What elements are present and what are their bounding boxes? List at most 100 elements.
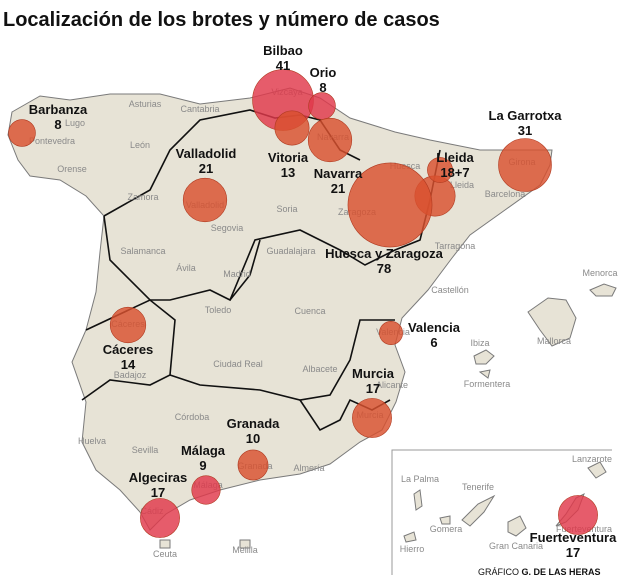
place-label: Córdoba <box>175 412 210 422</box>
tenerife <box>461 494 496 527</box>
outbreak-cases: 18+7 <box>440 165 469 180</box>
title: Localización de los brotes y número de c… <box>3 9 440 31</box>
outbreak-bubble <box>427 157 453 183</box>
place-label: Gran Canaria <box>489 541 543 551</box>
place-label: Segovia <box>211 223 244 233</box>
ceuta <box>159 539 171 549</box>
place-label: Huelva <box>78 436 106 446</box>
place-label: Madrid <box>223 269 251 279</box>
outbreak-cases: 41 <box>276 58 290 73</box>
place-label: Barcelona <box>485 189 526 199</box>
canarias-frame <box>391 449 612 575</box>
place-label: Salamanca <box>120 246 165 256</box>
place-label: Melilla <box>232 545 258 555</box>
outbreak-bubble <box>558 495 598 535</box>
place-label: La Palma <box>401 474 439 484</box>
place-label: Formentera <box>464 379 511 389</box>
place-label: Badajoz <box>114 370 147 380</box>
place-label: Ciudad Real <box>213 359 263 369</box>
outbreak-bubble <box>140 498 180 538</box>
formentera <box>478 369 491 379</box>
outbreak-cases: 6 <box>430 335 437 350</box>
outbreak-name: Huesca y Zaragoza <box>325 246 444 261</box>
outbreak-cases: 78 <box>377 261 391 276</box>
place-label: Soria <box>276 204 297 214</box>
outbreak-cases: 10 <box>246 431 260 446</box>
outbreak-name: Orio <box>310 65 337 80</box>
outbreak-cases: 31 <box>518 123 532 138</box>
outbreak-name: Algeciras <box>129 470 188 485</box>
place-label: Gomera <box>430 524 463 534</box>
place-label: Sevilla <box>132 445 159 455</box>
credit-prefix: GRÁFICO <box>478 567 519 577</box>
place-label: Menorca <box>582 268 617 278</box>
outbreak-name: Barbanza <box>29 102 88 117</box>
outbreak-bubble <box>347 162 433 248</box>
bubbles <box>8 69 598 538</box>
outbreak-name: Granada <box>227 416 281 431</box>
outbreak-cases: 21 <box>331 181 345 196</box>
outbreak-name: Vitoria <box>268 150 309 165</box>
place-label: Asturias <box>129 99 162 109</box>
outbreak-cases: 8 <box>54 117 61 132</box>
border <box>169 319 395 401</box>
outbreak-name: Málaga <box>181 443 226 458</box>
border <box>229 239 261 301</box>
outbreak-bubble <box>307 117 353 163</box>
melilla <box>239 539 251 549</box>
place-label: Lugo <box>65 118 85 128</box>
outbreak-bubble <box>379 321 403 345</box>
outbreak-bubble <box>274 110 310 146</box>
outbreak-name: Valencia <box>408 320 461 335</box>
outbreak-cases: 13 <box>281 165 295 180</box>
outbreak-cases: 21 <box>199 161 213 176</box>
mallorca <box>527 297 577 347</box>
place-label: Lleida <box>450 180 474 190</box>
place-label: Mallorca <box>537 336 571 346</box>
outbreak-name: Navarra <box>314 166 363 181</box>
outbreak-cases: 9 <box>199 458 206 473</box>
menorca <box>589 283 617 297</box>
place-label: Lanzarote <box>572 454 612 464</box>
outbreak-name: La Garrotxa <box>489 108 563 123</box>
place-label: Cantabria <box>180 104 219 114</box>
place-label: Toledo <box>205 305 232 315</box>
lanzarote <box>587 461 607 479</box>
place-label: Ávila <box>176 263 196 273</box>
outbreak-bubble <box>182 177 228 223</box>
outbreak-bubble <box>109 306 147 344</box>
outbreak-cases: 17 <box>151 485 165 500</box>
place-label: Tenerife <box>462 482 494 492</box>
la-palma <box>413 489 423 511</box>
place-label: Orense <box>57 164 87 174</box>
outbreak-bubble <box>237 449 269 481</box>
outbreak-cases: 17 <box>566 545 580 560</box>
outbreak-bubble <box>352 398 392 438</box>
outbreak-name: Valladolid <box>176 146 237 161</box>
place-label: Castellón <box>431 285 469 295</box>
place-label: Ibiza <box>470 338 489 348</box>
place-label: Cuenca <box>294 306 325 316</box>
place-label: Ceuta <box>153 549 177 559</box>
place-label: Hierro <box>400 544 425 554</box>
place-label: Albacete <box>302 364 337 374</box>
place-label: León <box>130 140 150 150</box>
place-label: Pontevedra <box>29 136 75 146</box>
outbreak-name: Fuerteventura <box>530 530 617 545</box>
border <box>103 149 441 302</box>
outbreak-name: Murcia <box>352 366 395 381</box>
ibiza <box>473 349 495 365</box>
outbreak-cases: 17 <box>366 381 380 396</box>
outbreak-bubble <box>8 119 36 147</box>
place-label: Guadalajara <box>266 246 315 256</box>
outbreak-name: Bilbao <box>263 43 303 58</box>
outbreak-cases: 14 <box>121 357 136 372</box>
outbreak-name: Lleida <box>436 150 474 165</box>
hierro <box>403 531 417 543</box>
outbreak-cases: 8 <box>319 80 326 95</box>
place-label: Almería <box>293 463 324 473</box>
place-label: Zamora <box>127 192 158 202</box>
credit: GRÁFICO G. DE LAS HERAS <box>478 567 601 577</box>
